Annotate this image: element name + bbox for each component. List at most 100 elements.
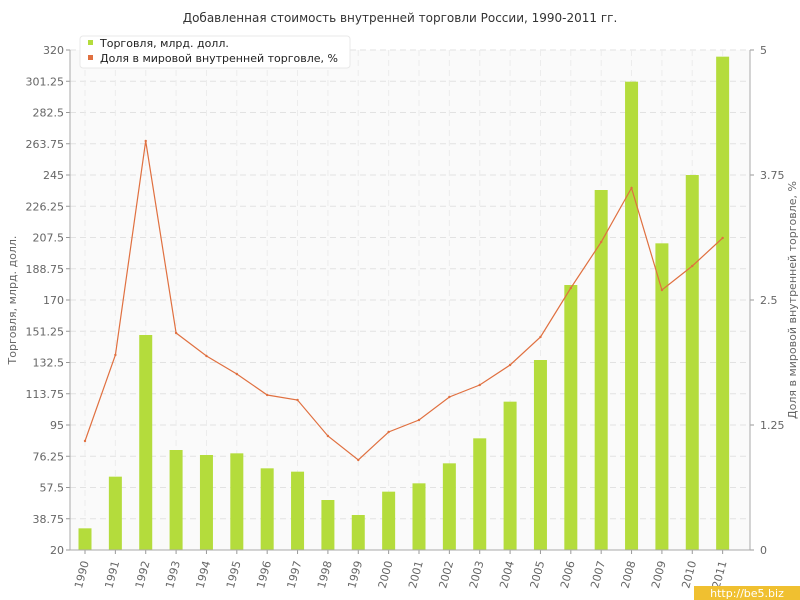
y-tick-label: 301.25 xyxy=(26,75,65,88)
x-tick-label: 2006 xyxy=(558,559,578,589)
y-tick-label: 76.25 xyxy=(33,450,65,463)
legend-marker-bars xyxy=(88,40,93,45)
line-share xyxy=(84,140,724,461)
line-point-1997 xyxy=(296,398,299,402)
line-point-1996 xyxy=(265,393,269,397)
line-point-1990 xyxy=(83,439,87,443)
line-point-1995 xyxy=(235,372,239,376)
bar-1997 xyxy=(291,471,305,550)
line-point-2011 xyxy=(721,236,724,240)
bar-1996 xyxy=(260,468,274,550)
watermark-box xyxy=(694,586,800,600)
bar-1992 xyxy=(139,335,153,550)
bar-2005 xyxy=(533,360,547,550)
y2-tick-label: 2.5 xyxy=(760,294,778,307)
x-tick-label: 1995 xyxy=(224,559,244,589)
bar-2003 xyxy=(473,438,487,550)
y-tick-label: 38.75 xyxy=(33,513,65,526)
legend-marker-line xyxy=(88,55,93,60)
bar-2002 xyxy=(442,463,456,550)
legend: Торговля, млрд. долл. Доля в мировой вну… xyxy=(79,35,351,69)
y-tick-label: 132.5 xyxy=(33,357,65,370)
line-point-2001 xyxy=(417,418,421,422)
line-point-2007 xyxy=(599,240,603,244)
watermark[interactable]: http://be5.biz xyxy=(710,587,784,600)
x-tick-label: 1994 xyxy=(194,559,214,589)
y-tick-label: 245 xyxy=(43,169,64,182)
y-tick-label: 226.25 xyxy=(26,200,65,213)
line-point-1992 xyxy=(144,139,147,143)
x-tick-label: 1996 xyxy=(254,559,274,589)
bar-1993 xyxy=(169,450,183,550)
x-tick-label: 1999 xyxy=(345,559,365,589)
bar-2001 xyxy=(412,483,426,550)
y2-axis-label: Доля в мировой внутренней торговле, % xyxy=(786,181,799,419)
y-tick-label: 207.5 xyxy=(33,232,65,245)
x-tick-label: 1992 xyxy=(133,559,153,589)
bar-2011 xyxy=(716,56,730,551)
y2-tick-label: 0 xyxy=(760,544,767,557)
bar-1999 xyxy=(351,515,365,550)
x-tick-label: 2004 xyxy=(497,559,517,589)
line-point-1994 xyxy=(205,354,208,358)
x-tick-label: 2000 xyxy=(376,559,396,589)
line-point-2008 xyxy=(630,186,633,190)
line-point-2004 xyxy=(508,363,512,367)
x-tick-label: 1990 xyxy=(72,559,92,589)
bar-2006 xyxy=(564,285,578,550)
y-tick-label: 113.75 xyxy=(26,388,65,401)
bar-1991 xyxy=(108,476,122,550)
y-tick-labels: 20 38.75 57.5 76.25 95 113.75 132.5 151.25 170 18… xyxy=(26,44,65,557)
line-point-2010 xyxy=(691,264,694,268)
y-tick-label: 188.75 xyxy=(26,263,65,276)
y-tick-label: 170 xyxy=(43,294,64,307)
legend-label-bars: Торговля, млрд. долл. xyxy=(99,37,229,50)
line-point-2005 xyxy=(539,335,542,339)
x-tick-label: 1993 xyxy=(163,559,183,589)
y2-tick-label: 5 xyxy=(760,44,767,57)
y-axis-label: Торговля, млрд. долл. xyxy=(6,236,19,366)
legend-label-line: Доля в мировой внутренней торговле, % xyxy=(100,52,338,65)
line-point-2000 xyxy=(387,430,390,434)
bar-2010 xyxy=(685,175,699,550)
x-tick-label: 1998 xyxy=(315,559,335,589)
y-tick-label: 151.25 xyxy=(26,325,65,338)
bar-1995 xyxy=(230,453,244,550)
legend-box xyxy=(79,35,351,69)
bar-2007 xyxy=(594,190,608,550)
bar-1990 xyxy=(78,528,92,550)
y2-tick-label: 1.25 xyxy=(760,419,785,432)
line-point-2002 xyxy=(448,395,451,399)
x-tick-label: 2001 xyxy=(406,559,426,589)
y-tick-label: 95 xyxy=(50,419,64,432)
line-point-1991 xyxy=(114,353,117,357)
y2-tick-label: 3.75 xyxy=(760,169,785,182)
x-tick-label: 2002 xyxy=(436,559,456,589)
bar-1998 xyxy=(321,500,335,550)
line-point-1999 xyxy=(357,458,360,462)
y-tick-label: 320 xyxy=(43,44,64,57)
y-tick-label: 20 xyxy=(50,544,64,557)
x-tick-label: 2009 xyxy=(649,559,669,589)
x-tick-label: 1997 xyxy=(285,559,305,589)
line-series xyxy=(83,139,724,462)
x-tick-label: 2008 xyxy=(619,559,639,589)
y-tick-label: 282.5 xyxy=(33,107,65,120)
line-point-1998 xyxy=(326,434,330,438)
bar-1994 xyxy=(199,455,213,550)
bar-2004 xyxy=(503,401,517,550)
x-tick-label: 2011 xyxy=(710,559,730,589)
x-tick-label: 1991 xyxy=(102,559,122,589)
line-point-2003 xyxy=(478,383,481,387)
y-tick-label: 57.5 xyxy=(40,482,65,495)
line-point-1993 xyxy=(174,331,178,335)
y2-tick-labels: 0 1.25 2.5 3.75 5 xyxy=(760,44,785,557)
bar-2009 xyxy=(655,243,669,551)
x-tick-label: 2005 xyxy=(528,559,548,589)
x-tick-labels: 1990 1991 1992 1993 1994 1995 1996 1997 1998 1999… xyxy=(72,559,729,589)
bar-2000 xyxy=(382,491,396,550)
y-tick-label: 263.75 xyxy=(26,138,65,151)
bar-2008 xyxy=(625,81,639,551)
x-tick-label: 2003 xyxy=(467,559,487,589)
